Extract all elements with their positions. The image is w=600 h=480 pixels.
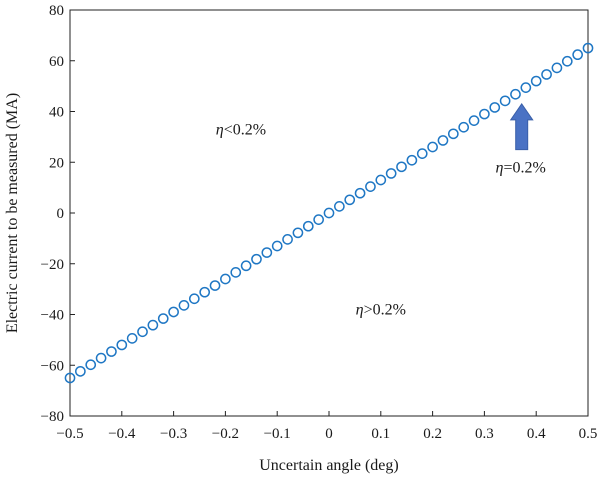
data-point	[365, 181, 376, 192]
data-point	[520, 82, 532, 93]
y-tick-label: 60	[49, 54, 64, 70]
data-point	[334, 201, 345, 212]
data-point	[251, 253, 262, 265]
data-point	[354, 187, 366, 199]
data-point	[323, 207, 335, 219]
x-axis: −0.5 −0.4 −0.3 −0.2 −0.1 0 0.1 0.2 0.3 0.4 0.5	[56, 411, 597, 442]
data-point	[302, 220, 314, 232]
data-point	[240, 260, 252, 272]
data-point	[499, 95, 511, 107]
x-tick-label: 0.4	[527, 426, 546, 442]
y-axis-title: Electric current to be measured (MA)	[4, 93, 21, 333]
y-tick-label: −40	[41, 308, 64, 324]
data-point	[551, 62, 563, 74]
data-point	[479, 108, 490, 120]
data-point	[199, 286, 211, 298]
data-point	[447, 128, 459, 140]
data-point	[572, 49, 583, 61]
data-point	[489, 102, 501, 113]
data-point	[344, 194, 356, 206]
data-point	[427, 141, 438, 153]
data-point	[261, 247, 273, 258]
annotation-value: =0.2%	[503, 159, 545, 176]
data-point	[396, 161, 407, 173]
data-point	[561, 55, 573, 67]
data-point	[416, 148, 428, 159]
data-point	[230, 267, 242, 278]
x-tick-label: 0	[325, 426, 333, 442]
plot-frame	[69, 9, 589, 417]
annotation-value: >0.2%	[364, 302, 406, 319]
data-point	[271, 240, 283, 252]
x-tick-label: −0.4	[108, 426, 136, 442]
data-point	[530, 75, 542, 87]
data-point	[157, 313, 169, 324]
x-tick-label: −0.3	[160, 426, 187, 442]
data-point	[375, 174, 387, 186]
x-tick-label: −0.1	[264, 426, 291, 442]
data-point	[147, 319, 159, 331]
data-point	[85, 359, 97, 371]
data-point	[137, 326, 148, 338]
data-point	[510, 88, 521, 100]
x-tick-label: −0.5	[56, 426, 83, 442]
eta-symbol: η	[216, 121, 224, 138]
data-point	[313, 214, 324, 225]
y-tick-label: 20	[49, 155, 64, 171]
data-point	[106, 346, 117, 357]
data-point	[75, 365, 86, 377]
y-tick-label: −80	[41, 409, 64, 425]
data-point	[541, 69, 552, 80]
data-point	[292, 227, 304, 239]
data-point	[209, 280, 221, 291]
data-point	[95, 352, 107, 364]
data-point	[64, 372, 76, 384]
y-tick-label: 0	[57, 206, 65, 222]
annotation-group: η<0.2%η>0.2%η=0.2%	[216, 121, 546, 318]
x-tick-label: 0.1	[371, 426, 390, 442]
data-point	[582, 42, 594, 54]
y-tick-label: −60	[41, 358, 64, 374]
data-point	[406, 154, 418, 166]
y-axis: −80 −60 −40 −20 0 20 40 60 80	[41, 3, 75, 425]
x-tick-label: 0.5	[579, 426, 598, 442]
data-point	[282, 234, 293, 245]
y-tick-label: 80	[49, 3, 64, 19]
x-tick-label: −0.2	[212, 426, 239, 442]
x-axis-title: Uncertain angle (deg)	[259, 457, 398, 474]
region-annotation: η<0.2%	[216, 121, 266, 138]
data-point	[220, 273, 231, 285]
data-point	[188, 293, 200, 305]
data-point	[116, 339, 128, 351]
data-point	[437, 135, 449, 146]
x-tick-label: 0.3	[475, 426, 494, 442]
annotation-arrow-group	[509, 103, 534, 151]
y-tick-label: 40	[49, 105, 64, 121]
data-point	[126, 333, 138, 344]
data-series	[64, 42, 594, 384]
data-point	[458, 121, 470, 133]
data-point	[178, 300, 190, 311]
data-point	[468, 115, 480, 126]
data-point	[168, 306, 179, 318]
region-annotation: η>0.2%	[356, 302, 406, 319]
annotation-value: <0.2%	[224, 121, 266, 138]
eta-symbol: η	[496, 159, 504, 176]
region-annotation: η=0.2%	[496, 159, 546, 176]
y-tick-label: −20	[41, 257, 64, 273]
eta-symbol: η	[356, 302, 364, 319]
data-point	[385, 168, 397, 179]
arrow-icon	[509, 103, 534, 151]
x-tick-label: 0.2	[423, 426, 442, 442]
